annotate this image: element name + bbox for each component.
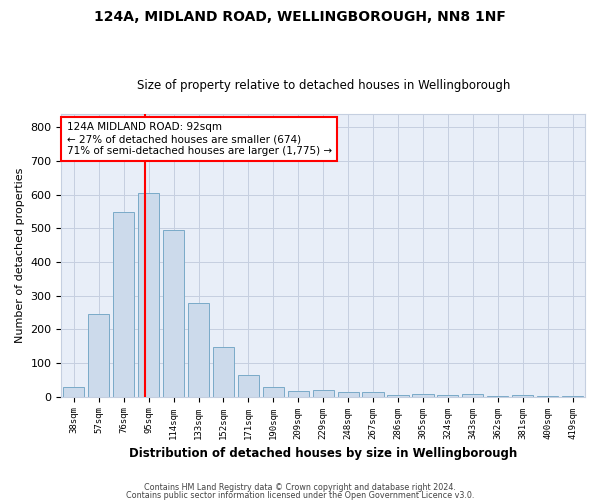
Text: 124A, MIDLAND ROAD, WELLINGBOROUGH, NN8 1NF: 124A, MIDLAND ROAD, WELLINGBOROUGH, NN8 …	[94, 10, 506, 24]
Bar	[388, 395, 409, 396]
Text: Contains HM Land Registry data © Crown copyright and database right 2024.: Contains HM Land Registry data © Crown c…	[144, 484, 456, 492]
X-axis label: Distribution of detached houses by size in Wellingborough: Distribution of detached houses by size …	[129, 447, 517, 460]
Bar	[362, 392, 383, 396]
Title: Size of property relative to detached houses in Wellingborough: Size of property relative to detached ho…	[137, 79, 510, 92]
Bar	[263, 386, 284, 396]
Bar	[163, 230, 184, 396]
Bar	[412, 394, 434, 396]
Bar	[138, 193, 159, 396]
Bar	[238, 376, 259, 396]
Bar	[338, 392, 359, 396]
Text: 124A MIDLAND ROAD: 92sqm
← 27% of detached houses are smaller (674)
71% of semi-: 124A MIDLAND ROAD: 92sqm ← 27% of detach…	[67, 122, 332, 156]
Bar	[88, 314, 109, 396]
Bar	[462, 394, 484, 396]
Bar	[437, 395, 458, 396]
Bar	[188, 303, 209, 396]
Bar	[313, 390, 334, 396]
Y-axis label: Number of detached properties: Number of detached properties	[15, 168, 25, 343]
Bar	[213, 347, 234, 397]
Bar	[113, 212, 134, 396]
Bar	[287, 391, 309, 396]
Text: Contains public sector information licensed under the Open Government Licence v3: Contains public sector information licen…	[126, 491, 474, 500]
Bar	[512, 395, 533, 396]
Bar	[63, 386, 85, 396]
